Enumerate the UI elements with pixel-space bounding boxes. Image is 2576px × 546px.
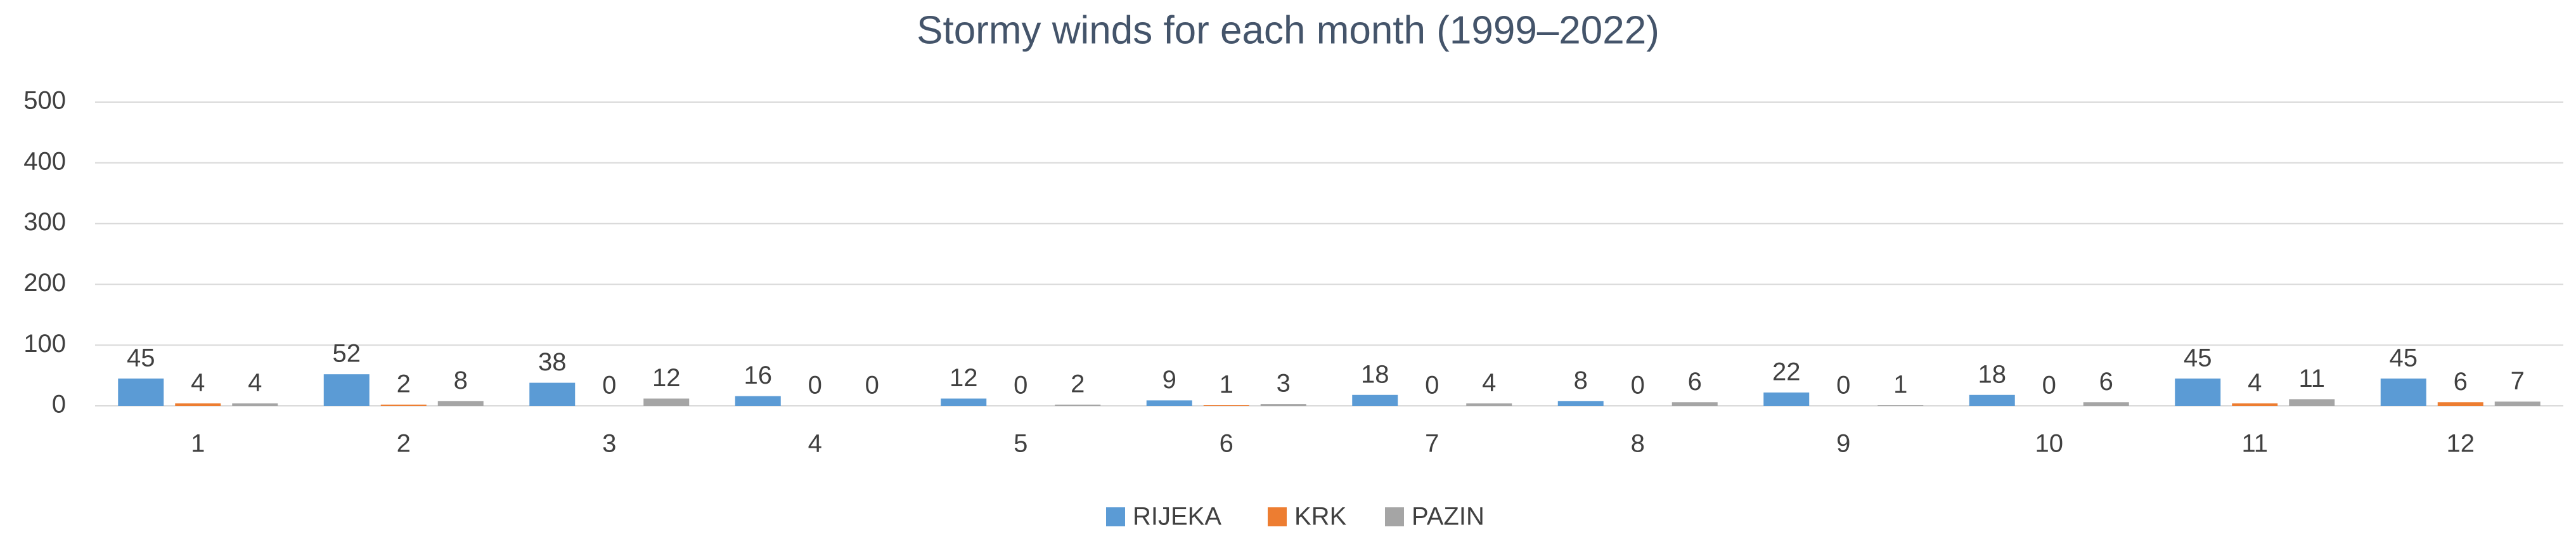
bar	[529, 382, 576, 406]
data-label: 0	[1836, 372, 1850, 400]
data-label: 7	[2511, 367, 2525, 395]
bar	[1671, 402, 1718, 406]
data-label: 16	[744, 361, 773, 389]
bar	[2175, 378, 2221, 406]
bar	[1055, 405, 1101, 406]
bar	[380, 405, 427, 406]
bar	[232, 403, 278, 406]
data-label: 22	[1772, 358, 1801, 386]
x-tick-label: 9	[1836, 430, 1850, 458]
data-label: 0	[602, 372, 616, 400]
legend-label: RIJEKA	[1133, 503, 1221, 531]
legend-swatch	[1106, 507, 1125, 526]
bar	[2083, 402, 2129, 406]
bar	[2494, 401, 2541, 406]
x-tick-label: 2	[397, 430, 411, 458]
data-label: 45	[2390, 344, 2418, 372]
data-label: 3	[1277, 370, 1291, 398]
bar	[437, 401, 484, 406]
y-tick-label: 400	[23, 147, 66, 175]
bar	[1203, 405, 1249, 406]
data-label: 45	[2184, 344, 2212, 372]
data-label: 12	[950, 364, 978, 392]
data-label: 8	[454, 367, 468, 394]
y-tick-label: 500	[23, 87, 66, 115]
data-label: 1	[1220, 371, 1233, 399]
data-label: 18	[1978, 360, 2007, 388]
bar	[1352, 394, 1398, 406]
data-label: 0	[808, 372, 822, 400]
x-tick-label: 1	[191, 430, 205, 458]
legend-swatch	[1268, 507, 1287, 526]
y-tick-label: 0	[52, 391, 66, 419]
bar	[323, 374, 370, 406]
legend-label: KRK	[1294, 503, 1347, 531]
data-label: 6	[2099, 368, 2113, 396]
data-label: 6	[1688, 368, 1702, 396]
legend-label: PAZIN	[1412, 503, 1484, 531]
bar	[1260, 404, 1306, 406]
bar	[118, 378, 164, 406]
y-tick-label: 200	[23, 269, 66, 297]
data-label: 4	[191, 369, 205, 397]
data-label: 0	[1631, 372, 1645, 400]
bar	[1557, 401, 1604, 406]
x-tick-label: 4	[808, 430, 822, 458]
data-label: 45	[127, 344, 155, 372]
data-label: 6	[2454, 368, 2468, 396]
x-tick-label: 12	[2447, 430, 2475, 458]
data-label: 2	[1071, 370, 1085, 398]
data-label: 0	[1014, 372, 1027, 400]
bar	[1466, 403, 1512, 406]
legend-swatch	[1385, 507, 1404, 526]
bar	[941, 398, 987, 406]
bar	[1969, 394, 2015, 406]
y-tick-label: 300	[23, 208, 66, 236]
y-tick-label: 100	[23, 330, 66, 358]
x-tick-label: 3	[602, 430, 616, 458]
data-label: 52	[333, 340, 361, 368]
bar	[643, 398, 690, 406]
data-label: 4	[248, 369, 262, 397]
data-label: 4	[1482, 369, 1496, 397]
x-tick-label: 7	[1425, 430, 1439, 458]
x-tick-label: 8	[1631, 430, 1645, 458]
data-label: 11	[2298, 365, 2325, 393]
x-tick-label: 5	[1014, 430, 1027, 458]
bar	[2289, 399, 2335, 406]
bar	[175, 403, 221, 406]
data-label: 0	[2042, 372, 2056, 400]
x-tick-label: 11	[2241, 430, 2268, 458]
x-tick-label: 6	[1220, 430, 1233, 458]
data-label: 1	[1893, 371, 1907, 399]
x-tick-label: 10	[2035, 430, 2064, 458]
bar	[2232, 403, 2278, 406]
data-label: 2	[397, 370, 411, 398]
data-label: 0	[865, 372, 879, 400]
data-label: 8	[1574, 367, 1588, 394]
data-label: 9	[1162, 366, 1176, 394]
bar	[1763, 392, 1810, 406]
bar	[735, 396, 781, 406]
bar	[1146, 400, 1192, 406]
data-label: 38	[538, 348, 567, 376]
data-label: 4	[2248, 369, 2262, 397]
data-label: 12	[652, 364, 681, 392]
chart-title: Stormy winds for each month (1999–2022)	[917, 8, 1659, 52]
bar	[2437, 402, 2483, 406]
bar	[2380, 378, 2426, 406]
data-label: 0	[1425, 372, 1439, 400]
bar	[1877, 405, 1924, 406]
data-label: 18	[1361, 360, 1389, 388]
